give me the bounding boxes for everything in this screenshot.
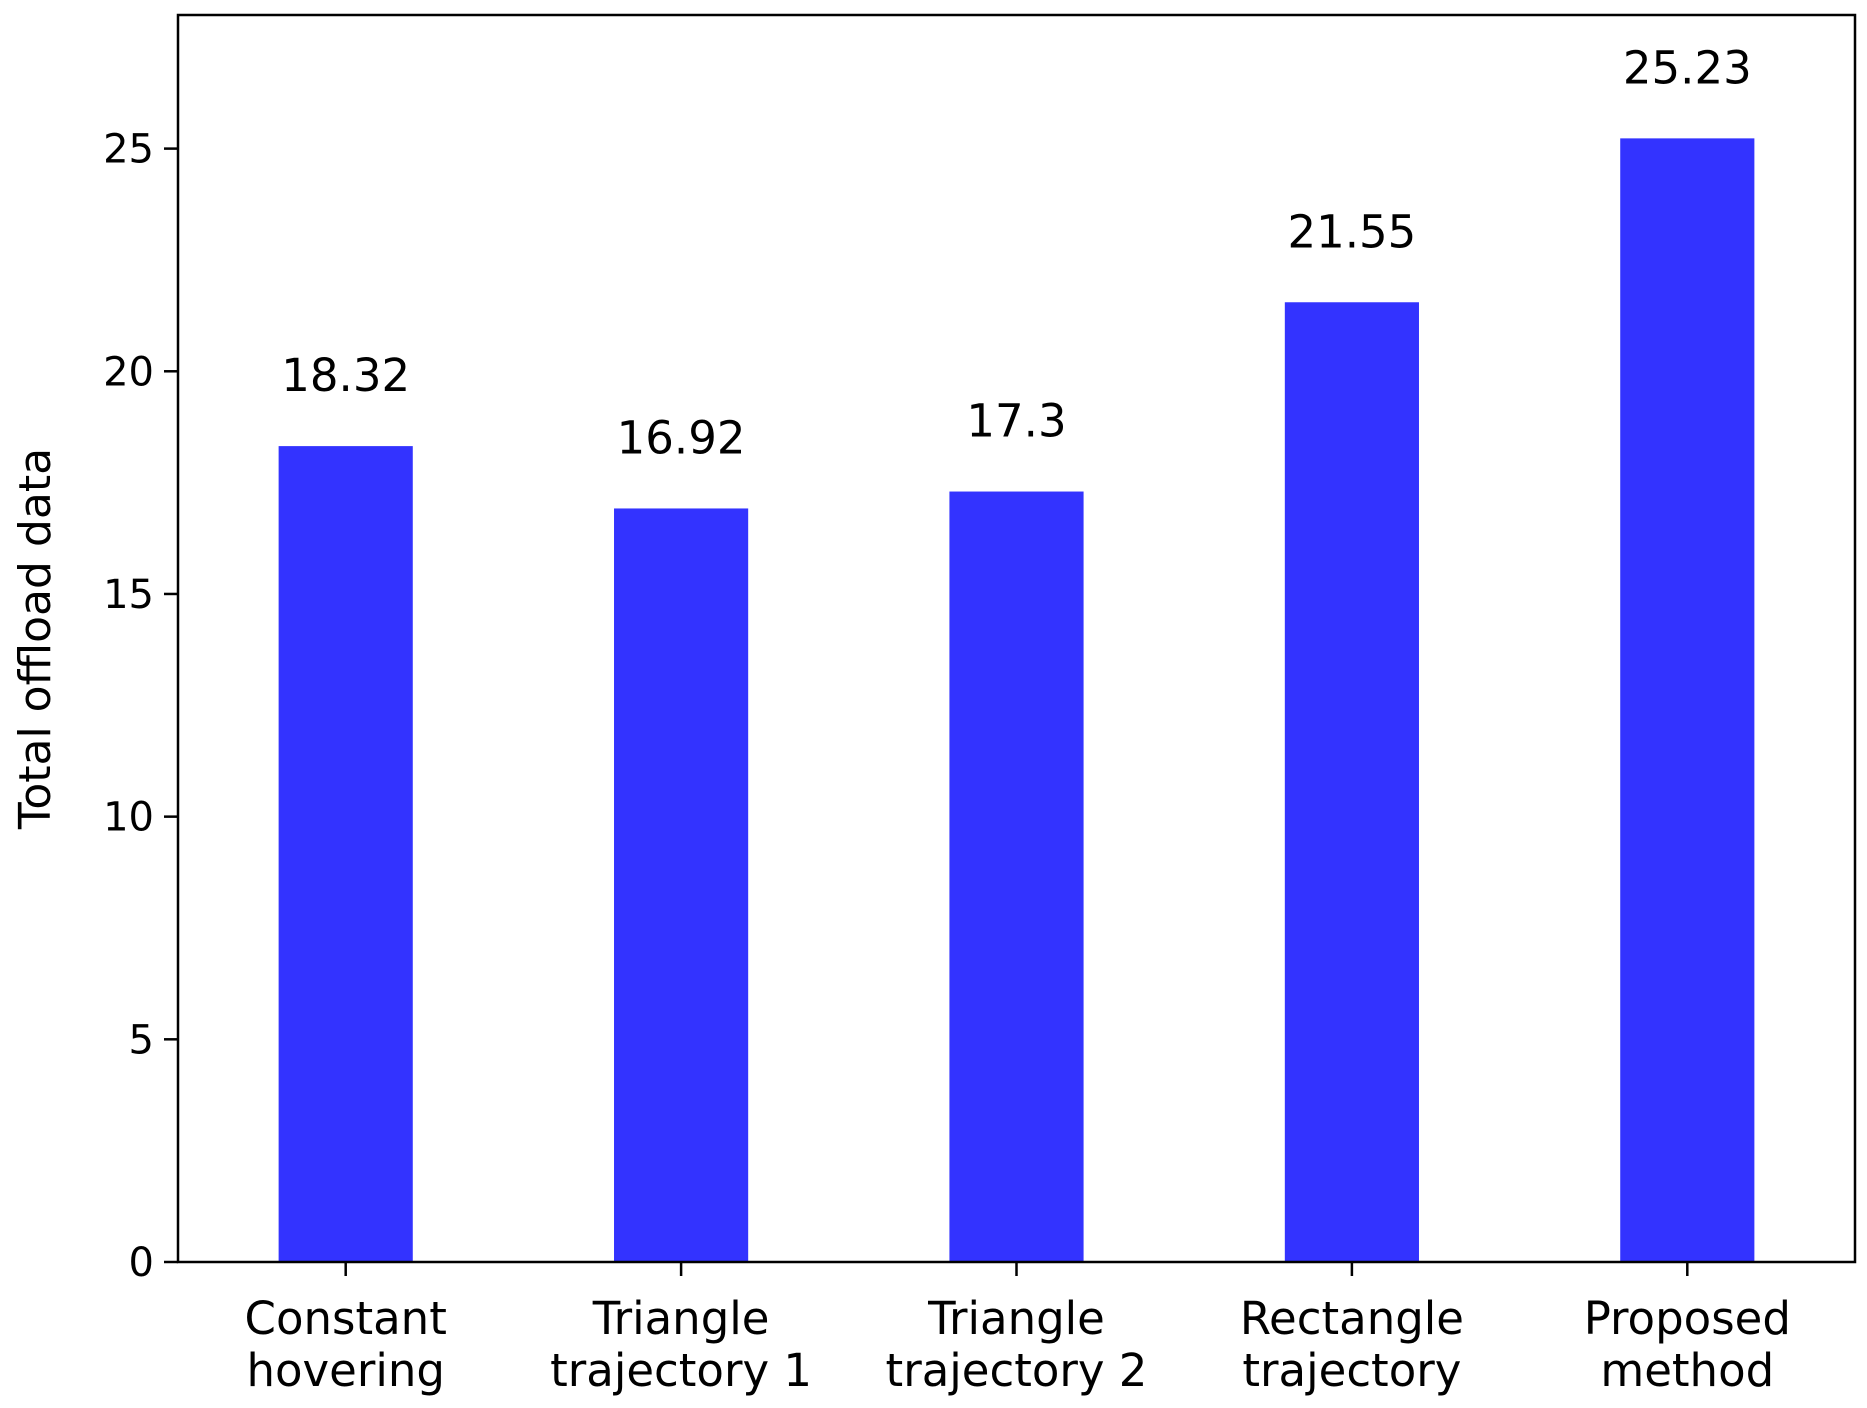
x-tick-label-4-line-1: method: [1600, 1344, 1774, 1397]
x-tick-label-2-line-0: Triangle: [927, 1292, 1105, 1345]
y-axis-title: Total offload data: [10, 448, 61, 830]
x-tick-label-0-line-1: hovering: [246, 1344, 444, 1397]
bar-4: [1620, 138, 1755, 1263]
y-tick-label-5: 25: [103, 127, 154, 173]
x-tick-label-1-line-1: trajectory 1: [550, 1344, 812, 1397]
value-label-4: 25.23: [1623, 41, 1752, 94]
bars-group: [278, 138, 1755, 1263]
x-tick-label-2-line-1: trajectory 2: [886, 1344, 1148, 1397]
value-label-2: 17.3: [966, 395, 1066, 448]
x-tick-label-4-line-0: Proposed: [1584, 1292, 1791, 1345]
x-tick-label-1-line-0: Triangle: [592, 1292, 770, 1345]
bar-3: [1284, 302, 1419, 1262]
value-label-0: 18.32: [281, 349, 410, 402]
y-tick-label-2: 10: [103, 795, 154, 841]
bar-0: [278, 446, 413, 1262]
plot-frame: [176, 13, 1857, 1264]
value-label-1: 16.92: [617, 411, 746, 464]
y-tick-label-4: 20: [103, 349, 154, 395]
x-tick-label-3-line-1: trajectory: [1242, 1344, 1461, 1397]
y-axis-ticks: 0 5 10 15 20 25: [103, 127, 178, 1286]
y-tick-label-0: 0: [129, 1240, 154, 1286]
y-tick-label-3: 15: [103, 572, 154, 618]
value-labels-group: 18.32 16.92 17.3 21.55 25.23: [281, 41, 1751, 464]
bar-2: [949, 491, 1084, 1263]
x-tick-label-3-line-0: Rectangle: [1240, 1292, 1464, 1345]
value-label-3: 21.55: [1287, 205, 1416, 258]
y-tick-label-1: 5: [129, 1017, 154, 1063]
x-tick-label-0-line-0: Constant: [245, 1292, 447, 1345]
bar-1: [614, 508, 749, 1263]
